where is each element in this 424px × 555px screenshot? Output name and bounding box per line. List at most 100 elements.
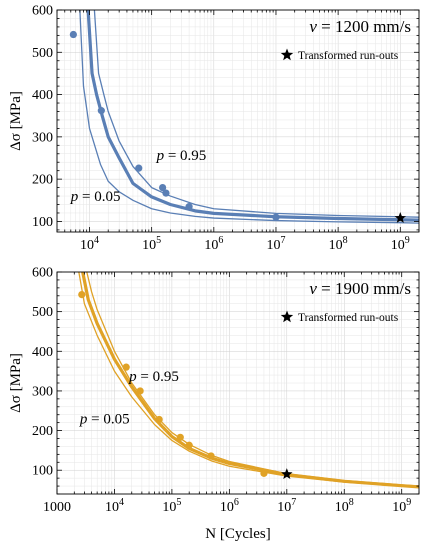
curve-label-part: p bbox=[128, 369, 137, 385]
x-tick-exponent: 6 bbox=[234, 497, 239, 508]
curves bbox=[79, 10, 419, 224]
runout-star bbox=[281, 468, 293, 480]
x-tick-base: 10 bbox=[277, 500, 291, 515]
x-tick-base: 10 bbox=[266, 238, 280, 253]
x-tick-label: 107 bbox=[277, 497, 296, 515]
y-tick-label: 400 bbox=[32, 345, 53, 360]
ticks bbox=[56, 9, 420, 232]
x-tick-label: 107 bbox=[266, 235, 285, 253]
data-points bbox=[78, 290, 268, 477]
x-tick-label: 105 bbox=[142, 235, 161, 253]
curve-label-part: = 0.95 bbox=[164, 148, 206, 164]
grid bbox=[57, 272, 419, 494]
curve-label-part: p bbox=[79, 411, 88, 427]
data-point bbox=[135, 164, 143, 172]
data-point bbox=[78, 290, 86, 299]
x-tick-exponent: 4 bbox=[119, 497, 124, 508]
x-tick-exponent: 8 bbox=[343, 235, 348, 246]
plot-frame bbox=[56, 9, 420, 233]
ticks bbox=[56, 271, 420, 495]
x-tick-label: 1000 bbox=[43, 500, 71, 515]
x-tick-exponent: 4 bbox=[94, 235, 99, 246]
x-tick-label: 109 bbox=[392, 497, 411, 515]
curve-label-part: p bbox=[156, 148, 165, 164]
y-tick-label: 300 bbox=[32, 130, 53, 145]
curve-label: p = 0.95 bbox=[156, 148, 207, 164]
x-tick-base: 10 bbox=[391, 238, 405, 253]
x-tick-base: 10 bbox=[220, 500, 234, 515]
data-point bbox=[176, 433, 184, 441]
y-axis-label: Δσ [MPa] bbox=[8, 353, 24, 413]
x-tick-exponent: 8 bbox=[349, 497, 354, 508]
curve-p05 bbox=[78, 272, 419, 488]
data-point bbox=[159, 184, 167, 192]
x-tick-base: 1000 bbox=[43, 500, 71, 515]
data-point bbox=[69, 30, 77, 39]
y-tick-label: 600 bbox=[32, 266, 53, 281]
data-point bbox=[162, 189, 170, 197]
runout-star bbox=[394, 212, 406, 223]
data-point bbox=[155, 415, 163, 424]
curve-label-part: = 0.05 bbox=[78, 189, 120, 205]
curve-label: p = 0.95 bbox=[128, 369, 179, 385]
x-tick-base: 10 bbox=[105, 500, 119, 515]
x-tick-exponent: 9 bbox=[406, 497, 411, 508]
speed-annotation-part: v bbox=[309, 279, 317, 298]
x-tick-exponent: 7 bbox=[291, 497, 296, 508]
x-tick-label: 106 bbox=[220, 497, 239, 515]
y-tick-label: 200 bbox=[32, 424, 53, 439]
x-tick-exponent: 7 bbox=[280, 235, 285, 246]
legend-star-icon bbox=[280, 48, 294, 61]
legend-label: Transformed run-outs bbox=[298, 50, 399, 62]
y-tick-label: 400 bbox=[32, 88, 53, 103]
legend-star-icon bbox=[280, 310, 294, 323]
speed-annotation: v = 1200 mm/s bbox=[309, 17, 411, 36]
speed-annotation-part: = 1900 mm/s bbox=[317, 279, 411, 298]
x-tick-base: 10 bbox=[162, 500, 176, 515]
curve-median bbox=[86, 10, 419, 222]
curve-label-part: = 0.95 bbox=[137, 369, 179, 385]
data-point bbox=[272, 213, 280, 221]
y-tick-label: 100 bbox=[32, 215, 53, 230]
y-tick-label: 300 bbox=[32, 384, 53, 399]
x-tick-base: 10 bbox=[335, 500, 349, 515]
y-axis-label: Δσ [MPa] bbox=[8, 91, 24, 151]
x-tick-exponent: 5 bbox=[156, 235, 161, 246]
curve-label: p = 0.05 bbox=[79, 411, 130, 427]
data-points bbox=[69, 30, 280, 221]
y-tick-label: 600 bbox=[32, 4, 53, 19]
data-point bbox=[260, 469, 268, 477]
x-tick-exponent: 5 bbox=[176, 497, 181, 508]
data-point bbox=[185, 441, 193, 449]
speed-annotation: v = 1900 mm/s bbox=[309, 279, 411, 298]
curve-p05 bbox=[79, 10, 419, 224]
y-tick-label: 200 bbox=[32, 173, 53, 188]
x-tick-base: 10 bbox=[142, 238, 156, 253]
y-tick-label: 100 bbox=[32, 464, 53, 479]
curve-median bbox=[81, 272, 419, 489]
curve-p95 bbox=[93, 10, 419, 218]
y-tick-label: 500 bbox=[32, 305, 53, 320]
x-tick-label: 104 bbox=[80, 235, 99, 253]
y-tick-label: 500 bbox=[32, 46, 53, 61]
curve-label-part: = 0.05 bbox=[87, 411, 129, 427]
data-point bbox=[185, 203, 193, 211]
data-point bbox=[122, 363, 130, 371]
x-tick-label: 108 bbox=[335, 497, 354, 515]
speed-annotation-part: v bbox=[309, 17, 317, 36]
x-tick-exponent: 6 bbox=[218, 235, 223, 246]
x-tick-base: 10 bbox=[204, 238, 218, 253]
x-tick-base: 10 bbox=[392, 500, 406, 515]
grid bbox=[57, 10, 419, 232]
x-tick-label: 108 bbox=[329, 235, 348, 253]
x-tick-label: 104 bbox=[105, 497, 124, 515]
legend-label: Transformed run-outs bbox=[298, 312, 399, 324]
x-tick-label: 106 bbox=[204, 235, 223, 253]
x-tick-base: 10 bbox=[329, 238, 343, 253]
curve-label: p = 0.05 bbox=[70, 189, 121, 205]
data-point bbox=[207, 452, 215, 460]
data-point bbox=[136, 387, 144, 395]
